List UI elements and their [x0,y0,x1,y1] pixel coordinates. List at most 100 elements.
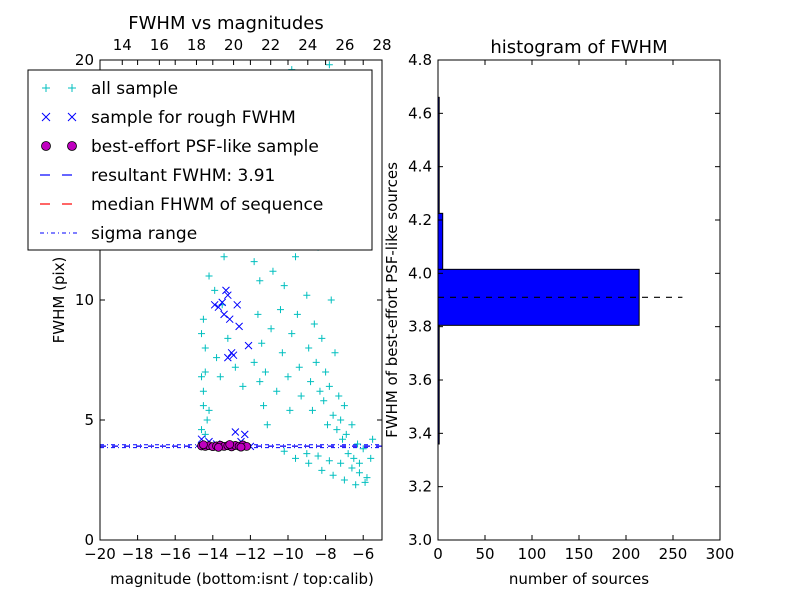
scatter-ytick-label: 10 [75,291,94,309]
all-sample-point [354,440,362,448]
all-sample-point [220,253,228,261]
legend-item: sample for rough FWHM [41,108,296,128]
all-sample-point [337,416,345,424]
all-sample-point [325,382,333,390]
all-sample-point [318,466,326,474]
histogram-xtick-label: 300 [706,545,735,563]
all-sample-point [320,397,328,405]
histogram-ytick-label: 4.0 [408,264,432,282]
all-sample-point [260,402,268,410]
scatter-xlabel: magnitude (bottom:isnt / top:calib) [110,570,374,588]
scatter-top-xtick-label: 26 [335,36,354,54]
all-sample-point [231,363,239,371]
scatter-axes: −20 −18 −16 −14 −12 −10 −8 −6 14 16 18 20 22 24 26 28 0 5… [75,36,392,563]
histogram-ytick-label: 4.8 [408,51,432,69]
all-sample-point [273,387,281,395]
all-sample-point [256,378,264,386]
scatter-xtick-label: −12 [235,545,267,563]
all-sample-point [333,426,341,434]
scatter-xtick-label: −10 [272,545,304,563]
legend-label: sigma range [91,224,197,244]
all-sample-point [323,421,331,429]
all-sample-point [216,373,224,381]
rough-fwhm-point [218,298,227,307]
scatter-title: FWHM vs magnitudes [128,13,323,34]
all-sample-point [355,459,363,467]
all-sample-point [267,325,275,333]
all-sample-point [276,306,284,314]
all-sample-point [318,334,326,342]
legend-circle-marker [67,141,77,151]
all-sample-point [303,291,311,299]
all-sample-point [344,450,352,458]
scatter-top-xtick-label: 20 [224,36,243,54]
all-sample-point [288,330,296,338]
all-sample-point [322,368,330,376]
all-sample-point [201,368,209,376]
all-sample-point [201,344,209,352]
all-sample-point [312,358,320,366]
legend-label: all sample [91,79,178,99]
all-sample-point [250,258,258,266]
legend-plus-marker [42,84,50,92]
all-sample-point [201,430,209,438]
all-sample-point [292,253,300,261]
rough-fwhm-point [223,353,232,362]
histogram-axes: 0 50 100 150 200 250 300 3.0 3.2 3.4 3.6 3.8 4.0 4.2 4… [408,51,734,563]
histogram-ytick-label: 3.0 [408,531,432,549]
histogram-xtick-label: 200 [612,545,641,563]
histogram-xtick-label: 250 [659,545,688,563]
rough-fwhm-point [223,291,232,300]
all-sample-point [198,426,206,434]
scatter-ytick-label: 5 [84,411,94,429]
all-sample-point [350,454,358,462]
all-sample-point [199,402,207,410]
histogram-ytick-label: 3.8 [408,318,432,336]
psf-like-point [214,442,223,452]
rough-fwhm-point [244,341,253,350]
legend-label: sample for rough FWHM [91,108,296,128]
legend-label: resultant FWHM: 3.91 [91,166,275,186]
scatter-xtick-label: −16 [159,545,191,563]
all-sample-point [340,402,348,410]
histogram-xtick-label: 0 [433,545,443,563]
psf-like-point [236,442,246,452]
all-sample-point [340,476,348,484]
legend-item: sigma range [40,224,197,244]
scatter-top-xtick-label: 16 [150,36,169,54]
all-sample-point [314,452,322,460]
scatter-ytick-label: 0 [84,531,94,549]
scatter-ytick-label: 20 [75,51,94,69]
psf-like-point [225,440,235,449]
all-sample-point [327,296,335,304]
all-sample-point [295,363,303,371]
all-sample-point [211,286,219,294]
scatter-top-xtick-label: 14 [113,36,132,54]
legend-x-marker [67,112,77,122]
histogram-plot-area [437,96,683,445]
all-sample-point [305,344,313,352]
all-sample-point [261,368,269,376]
all-sample-point [363,474,371,482]
all-sample-point [369,435,377,443]
all-sample-point [199,315,207,323]
scatter-top-xtick-label: 22 [261,36,280,54]
all-sample-point [258,339,266,347]
all-sample-point [329,411,337,419]
histogram-bar [437,212,444,270]
all-sample-point [293,310,301,318]
all-sample-point [342,430,350,438]
histogram-ylabel: FWHM of best-effort PSF-like sources [383,162,401,438]
all-sample-point [199,387,207,395]
all-sample-point [337,459,345,467]
rough-fwhm-point [222,286,230,295]
all-sample-point [280,282,288,290]
scatter-ylabel: FWHM (pix) [50,257,68,344]
all-sample-point [310,320,318,328]
all-sample-point [284,373,292,381]
all-sample-point [335,392,343,400]
scatter-top-xtick-label: 24 [298,36,317,54]
scatter-xtick-label: −14 [197,545,229,563]
scatter-xtick-label: −8 [315,545,337,563]
